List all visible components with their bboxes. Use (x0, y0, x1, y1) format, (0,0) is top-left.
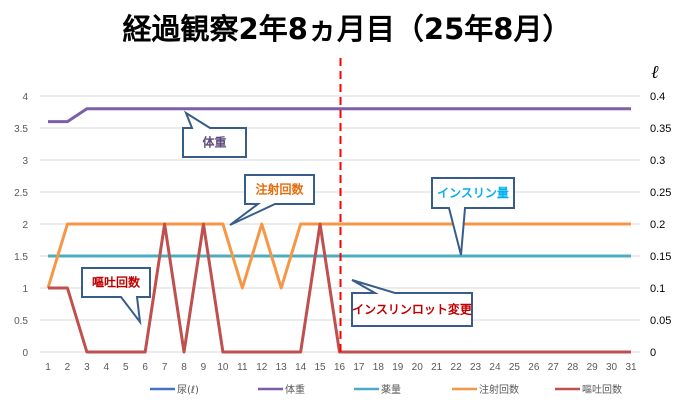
x-tick-label: 12 (256, 362, 268, 373)
callout-label-injection-count: 注射回数 (255, 182, 304, 197)
x-tick-label: 14 (295, 362, 307, 373)
callout-insulin-lot-change (351, 279, 473, 327)
x-tick-label: 5 (123, 362, 129, 373)
x-tick-label: 29 (587, 362, 599, 373)
x-tick-label: 3 (84, 362, 90, 373)
x-tick-label: 18 (373, 362, 385, 373)
y2-tick-label: 0.3 (650, 155, 665, 167)
x-tick-label: 16 (334, 362, 346, 373)
callout-vomit-count (81, 267, 151, 326)
x-tick-label: 8 (181, 362, 187, 373)
y2-tick-label: 0.25 (650, 187, 671, 199)
x-tick-label: 24 (489, 362, 501, 373)
x-tick-label: 19 (392, 362, 404, 373)
x-tick-label: 15 (315, 362, 327, 373)
legend-label: 薬量 (381, 384, 401, 396)
callout-injection-count (229, 174, 315, 226)
y-tick-label: 2 (22, 220, 28, 231)
x-tick-label: 11 (237, 362, 248, 373)
y2-tick-label: 0.2 (650, 219, 665, 231)
x-tick-label: 13 (276, 362, 288, 373)
y2-tick-label: 0.4 (650, 91, 665, 103)
y-tick-label: 3 (22, 156, 28, 167)
x-tick-label: 4 (104, 362, 110, 373)
y2-tick-label: 0.15 (650, 251, 671, 263)
x-tick-label: 2 (65, 362, 71, 373)
callout-label-vomit-count: 嘔吐回数 (92, 275, 141, 290)
x-tick-label: 23 (470, 362, 482, 373)
x-tick-label: 25 (509, 362, 521, 373)
y-tick-label: 4 (22, 92, 28, 103)
y-tick-label: 1 (22, 284, 28, 295)
x-tick-label: 27 (548, 362, 560, 373)
legend-label: 注射回数 (479, 383, 519, 396)
callout-label-weight: 体重 (202, 135, 226, 150)
callout-insulin-amount (431, 177, 515, 256)
callout-weight (182, 110, 247, 158)
y2-axis-label: ℓ (651, 62, 659, 83)
legend-label: 体重 (285, 383, 305, 396)
x-tick-label: 30 (606, 362, 618, 373)
legend-label: 嘔吐回数 (582, 383, 622, 396)
y-tick-label: 3.5 (14, 124, 28, 135)
x-tick-label: 21 (431, 362, 443, 373)
x-tick-label: 7 (162, 362, 168, 373)
x-tick-label: 10 (217, 362, 229, 373)
y-tick-label: 1.5 (14, 252, 28, 263)
x-tick-label: 22 (451, 362, 463, 373)
callout-label-insulin-lot-change: インスリンロット変更 (352, 302, 473, 317)
y-tick-label: 0.5 (14, 316, 28, 327)
x-tick-label: 26 (528, 362, 540, 373)
chart-title: 経過観察2年8ヵ月目（25年8月） (122, 12, 572, 46)
x-tick-label: 28 (567, 362, 579, 373)
x-tick-label: 6 (142, 362, 148, 373)
x-tick-label: 31 (625, 362, 637, 373)
x-tick-label: 17 (353, 362, 365, 373)
y2-tick-label: 0.35 (650, 123, 671, 135)
y2-tick-label: 0.05 (650, 315, 671, 327)
y2-tick-label: 0.1 (650, 283, 665, 295)
x-tick-label: 20 (412, 362, 424, 373)
x-tick-label: 1 (45, 362, 51, 373)
legend-label: 尿(ℓ) (177, 384, 199, 396)
y-tick-label: 2.5 (14, 188, 28, 199)
callout-label-insulin-amount: インスリン量 (437, 186, 509, 200)
x-tick-label: 9 (201, 362, 207, 373)
y2-tick-label: 0 (650, 347, 656, 359)
y-tick-label: 0 (22, 348, 28, 359)
